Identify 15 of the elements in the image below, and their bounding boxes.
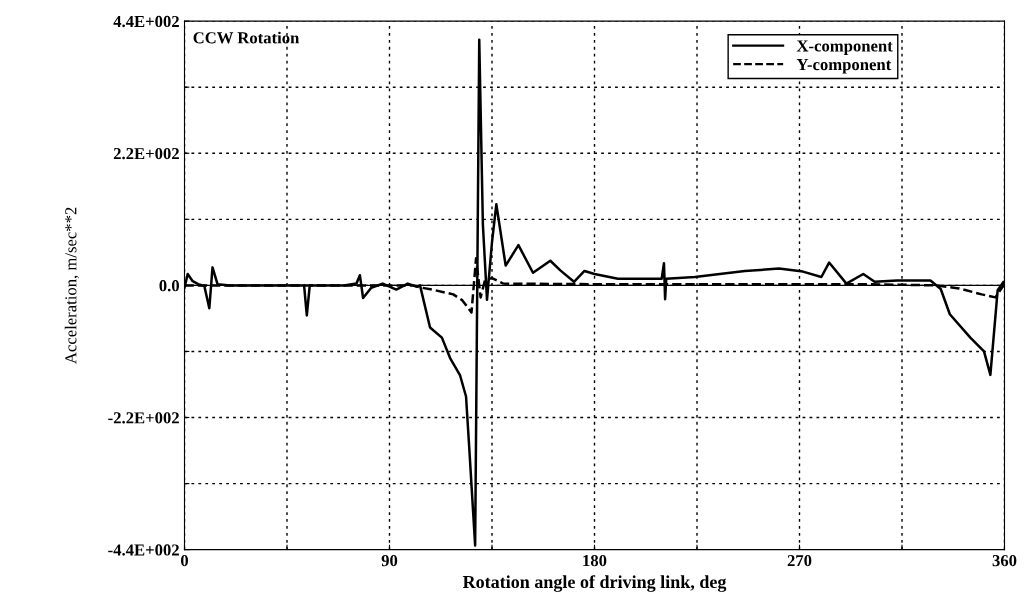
x-tick-label: 360 (992, 554, 1017, 567)
y-axis-title: Acceleration, m/sec**2 (64, 207, 79, 364)
y-tick-label: -2.2E+002 (108, 412, 179, 424)
annotation: CCW Rotation (193, 31, 300, 44)
y-tick-label: 2.2E+002 (113, 147, 179, 160)
y-tick-label: 0.0 (159, 280, 179, 292)
x-tick-label: 270 (787, 554, 812, 567)
x-tick-label: 180 (583, 554, 607, 567)
legend-label: X-component (796, 40, 893, 55)
x-tick-label: 0 (180, 554, 189, 567)
y-tick-label: 4.4E+002 (113, 15, 179, 28)
legend-label: Y-component (796, 59, 892, 74)
x-tick-label: 90 (381, 554, 398, 567)
x-axis-title: Rotation angle of driving link, deg (462, 575, 727, 592)
y-tick-label: -4.4E+002 (108, 544, 179, 556)
